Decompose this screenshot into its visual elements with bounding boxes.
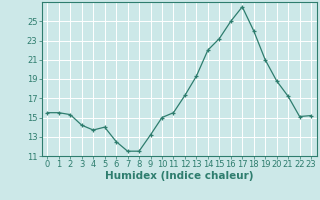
X-axis label: Humidex (Indice chaleur): Humidex (Indice chaleur) — [105, 171, 253, 181]
